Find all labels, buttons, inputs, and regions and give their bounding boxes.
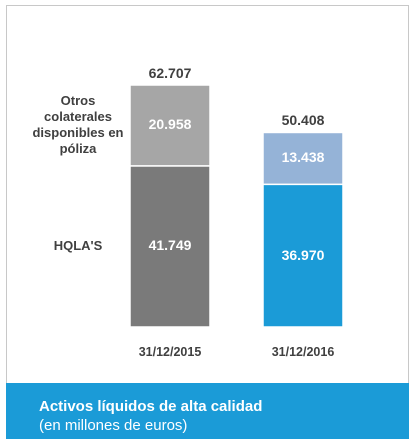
banner: Activos líquidos de alta calidad (en mil… xyxy=(6,383,409,439)
value-label: 41.749 xyxy=(148,237,192,254)
legend-label: HQLA'S xyxy=(53,238,103,254)
x-tick-label: 31/12/2016 xyxy=(271,345,335,359)
bar-segment xyxy=(262,131,344,186)
legend-label: Otros colaterales disponibles en póliza xyxy=(32,93,124,157)
total-label: 50.408 xyxy=(281,112,325,129)
chart-title: Activos líquidos de alta calidad xyxy=(39,398,263,415)
total-label: 62.707 xyxy=(148,65,192,81)
value-label: 36.970 xyxy=(281,246,325,263)
x-tick-label: 31/12/2015 xyxy=(138,345,202,359)
bar-segment xyxy=(129,84,211,167)
value-label: 20.958 xyxy=(148,116,192,133)
chart-subtitle: (en millones de euros) xyxy=(39,417,188,434)
value-label: 13.438 xyxy=(281,149,325,166)
